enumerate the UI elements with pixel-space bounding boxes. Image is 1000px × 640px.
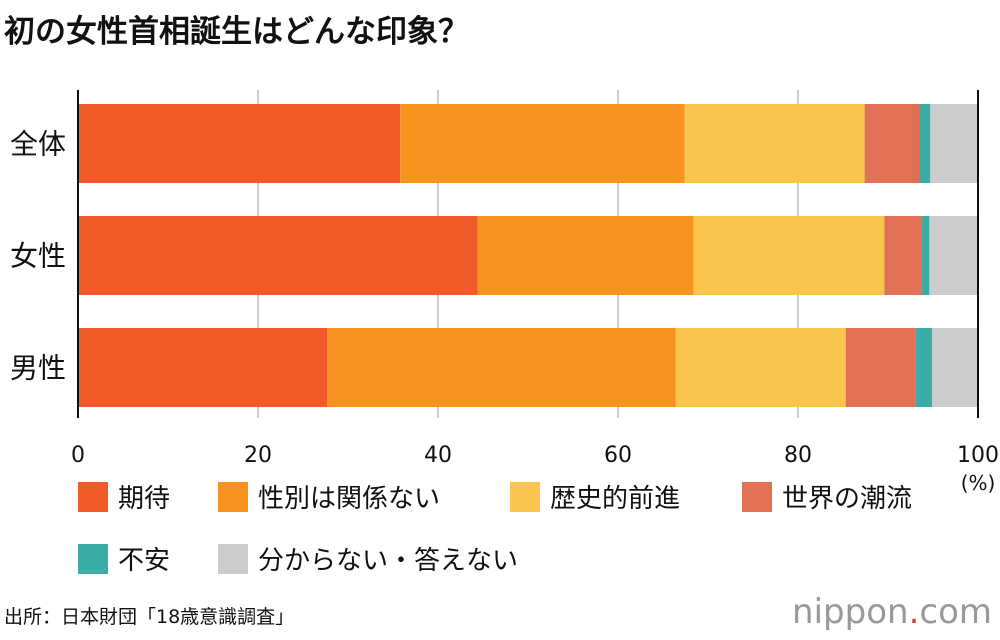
source-note: 出所：日本財団「18歳意識調査」: [4, 606, 295, 628]
bar-segment: [884, 216, 922, 295]
bar-segment: [684, 104, 865, 183]
x-tick-label: 20: [244, 443, 272, 468]
legend-item: 性別は関係ない: [218, 478, 440, 515]
legend-label: 世界の潮流: [782, 484, 913, 514]
legend-swatch: [510, 481, 540, 512]
bar-segment: [930, 104, 978, 183]
legend-label: 期待: [118, 484, 171, 514]
bar-segment: [78, 104, 401, 183]
legend-swatch: [218, 481, 248, 512]
bar-segment: [919, 104, 931, 183]
bar-segment: [693, 216, 885, 295]
bar-segment: [675, 328, 846, 407]
legend-label: 分からない・答えない: [258, 546, 519, 576]
legend-swatch: [218, 543, 248, 574]
category-label: 女性: [10, 240, 66, 273]
bar-segment: [915, 328, 933, 407]
bar-segment: [78, 216, 478, 295]
bar-segment: [921, 216, 930, 295]
bar-segment: [78, 328, 328, 407]
bar-segment: [477, 216, 694, 295]
x-tick-label: 0: [71, 443, 85, 468]
bar-segment: [400, 104, 685, 183]
legend-swatch: [78, 543, 108, 574]
x-tick-label: 60: [604, 443, 632, 468]
legend-label: 性別は関係ない: [258, 484, 441, 514]
legend-label: 不安: [118, 546, 171, 576]
bar-segment: [932, 328, 978, 407]
legend-label: 歴史的前進: [550, 484, 681, 514]
bar-segment: [845, 328, 916, 407]
chart-title: 初の女性首相誕生はどんな印象？: [4, 14, 469, 50]
bar-segment: [864, 104, 920, 183]
legend-item: 世界の潮流: [742, 478, 912, 515]
category-label: 男性: [10, 352, 66, 385]
x-tick-label: 100: [957, 443, 999, 468]
bar-segment: [929, 216, 978, 295]
x-tick-label: 40: [424, 443, 452, 468]
x-unit-label: (%): [961, 471, 996, 495]
x-tick-label: 80: [784, 443, 812, 468]
bar-segment: [327, 328, 676, 407]
legend-item: 期待: [78, 478, 170, 515]
legend-item: 不安: [78, 540, 170, 577]
legend-swatch: [742, 481, 772, 512]
legend-item: 分からない・答えない: [218, 540, 518, 577]
category-label: 全体: [10, 128, 66, 161]
nippon-logo: nippon.com: [792, 592, 992, 632]
legend-item: 歴史的前進: [510, 478, 680, 515]
legend-swatch: [78, 481, 108, 512]
